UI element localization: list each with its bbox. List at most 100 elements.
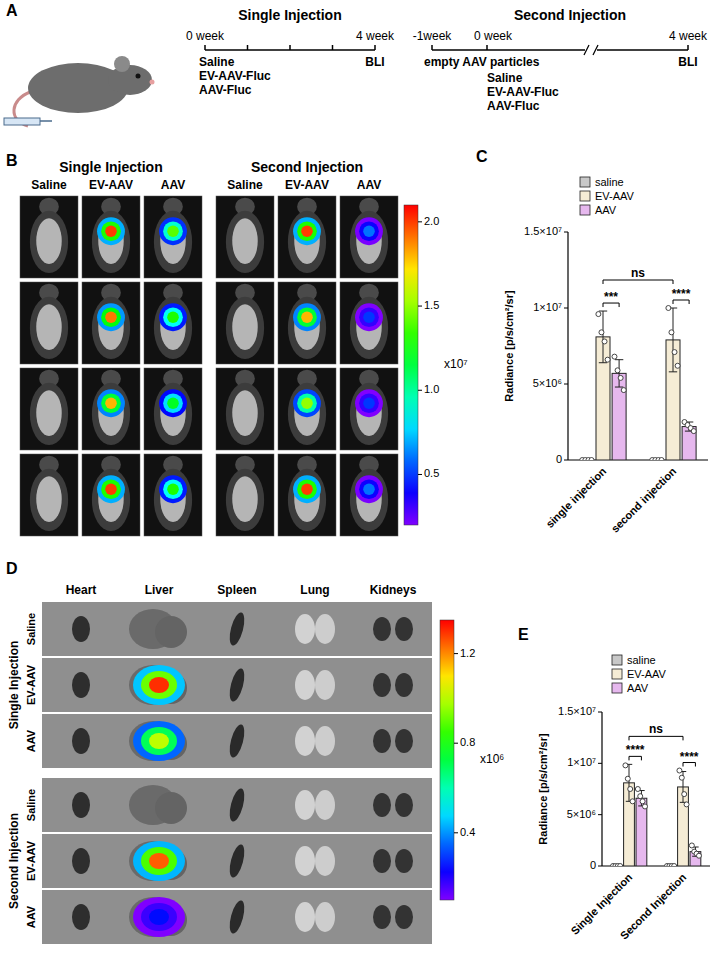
data-point xyxy=(691,429,696,434)
organ xyxy=(227,611,247,647)
colorbar-tick xyxy=(454,832,458,833)
bar xyxy=(636,798,647,866)
organ xyxy=(72,848,90,874)
mouse-body xyxy=(226,469,264,531)
signal-halo xyxy=(97,217,125,245)
signal-halo xyxy=(359,307,379,327)
organ xyxy=(373,729,391,753)
colorbar xyxy=(404,205,418,525)
y-tick xyxy=(564,232,568,233)
timeline-title: Second Injection xyxy=(514,7,626,23)
signal-halo xyxy=(101,307,121,327)
signal-spot xyxy=(167,226,179,237)
image-cell xyxy=(144,196,202,278)
signal-spot xyxy=(149,733,169,749)
organ xyxy=(295,846,315,876)
panel-letter: C xyxy=(476,148,488,165)
colorbar-tick-label: 1.5 xyxy=(424,299,439,311)
data-point xyxy=(696,853,701,858)
error-bar xyxy=(626,764,632,801)
data-point xyxy=(618,864,623,867)
data-point xyxy=(659,458,664,461)
axis-break xyxy=(593,45,598,55)
row-head: AAV xyxy=(25,905,37,928)
signal-halo xyxy=(133,841,185,881)
organ xyxy=(315,790,335,820)
panel-letter: D xyxy=(6,560,18,577)
image-strip xyxy=(42,714,432,768)
group-title: Single Injection xyxy=(59,159,162,175)
mouse-belly xyxy=(232,304,258,350)
signal-halo xyxy=(355,217,383,245)
legend-swatch xyxy=(580,177,590,187)
data-point xyxy=(599,330,604,335)
legend-label: EV-AAV xyxy=(595,190,635,202)
column-head: Saline xyxy=(31,178,67,192)
organ xyxy=(315,726,335,756)
image-cell xyxy=(340,282,398,364)
signal-spot xyxy=(301,398,313,409)
signal-spot xyxy=(167,312,179,323)
signal-halo xyxy=(293,217,321,245)
image-cell xyxy=(216,368,274,450)
image-cell xyxy=(144,368,202,450)
error-bar xyxy=(615,360,623,387)
timeline-tick xyxy=(247,45,249,50)
mouse-ear xyxy=(114,56,130,72)
signal-halo xyxy=(163,479,183,499)
legend-label: saline xyxy=(595,176,624,188)
signal-halo xyxy=(163,221,183,241)
signal-halo xyxy=(159,217,187,245)
error-cap xyxy=(615,387,623,388)
label: 0 week xyxy=(186,29,225,43)
colorbar-multiplier: x10⁶ xyxy=(480,752,504,766)
mouse-body xyxy=(350,211,388,273)
signal-spot xyxy=(301,312,313,323)
organ xyxy=(373,793,391,817)
organ xyxy=(227,723,247,759)
signal-spot xyxy=(363,312,375,323)
y-tick xyxy=(598,814,602,815)
mouse-belly xyxy=(36,390,62,436)
mouse-body xyxy=(154,297,192,359)
data-point xyxy=(605,357,610,362)
mouse-body xyxy=(288,383,326,445)
y-tick xyxy=(564,308,568,309)
colorbar xyxy=(440,620,454,900)
organ xyxy=(315,614,335,644)
significance-label: ns xyxy=(649,722,663,736)
panel-letter: A xyxy=(6,2,18,19)
colorbar-tick xyxy=(454,743,458,744)
significance-label: **** xyxy=(672,287,691,301)
error-line xyxy=(619,360,620,387)
image-cell xyxy=(144,454,202,536)
data-point xyxy=(630,799,635,804)
organ xyxy=(227,899,247,935)
y-tick xyxy=(564,384,568,385)
syringe xyxy=(4,118,40,125)
signal-halo xyxy=(159,475,187,503)
y-tick xyxy=(598,712,602,713)
mouse-body xyxy=(154,211,192,273)
organ xyxy=(395,793,413,817)
y-tick-label: 1×10⁷ xyxy=(567,756,596,768)
signal-halo xyxy=(133,721,185,761)
organ xyxy=(227,667,247,703)
y-tick xyxy=(564,460,568,461)
signal-spot xyxy=(301,226,313,237)
row-head: Saline xyxy=(25,613,37,645)
signal-halo xyxy=(159,303,187,331)
signal-spot xyxy=(149,853,169,869)
mouse-nose xyxy=(150,80,155,85)
mouse-body xyxy=(350,383,388,445)
y-tick-label: 1×10⁷ xyxy=(533,301,562,313)
data-point xyxy=(669,330,674,335)
signal-spot xyxy=(363,226,375,237)
error-bar xyxy=(638,791,644,806)
significance-label: **** xyxy=(626,743,645,757)
syringe-needle xyxy=(40,120,52,122)
organ xyxy=(227,787,247,823)
label: 4 week xyxy=(356,29,395,43)
significance-label: *** xyxy=(604,290,618,304)
x-tick-label: single injection xyxy=(543,465,608,530)
